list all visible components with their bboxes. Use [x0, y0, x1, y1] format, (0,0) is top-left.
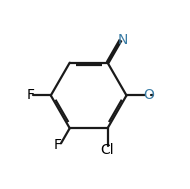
Text: O: O: [144, 88, 154, 102]
Text: Cl: Cl: [101, 143, 114, 157]
Text: F: F: [54, 138, 62, 152]
Text: N: N: [118, 33, 128, 46]
Text: F: F: [26, 88, 34, 102]
